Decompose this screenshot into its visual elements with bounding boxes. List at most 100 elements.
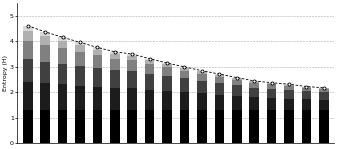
Bar <box>267 89 276 98</box>
Bar <box>302 88 311 91</box>
Bar <box>284 110 294 143</box>
Bar <box>145 59 154 60</box>
Bar <box>75 42 85 45</box>
Bar <box>110 52 120 54</box>
Bar <box>58 41 67 48</box>
Bar <box>197 74 207 81</box>
Bar <box>302 110 311 143</box>
Bar <box>180 67 189 68</box>
Bar <box>215 74 224 75</box>
Bar <box>75 86 85 110</box>
Bar <box>23 82 33 110</box>
Bar <box>75 52 85 66</box>
Bar <box>267 84 276 89</box>
Bar <box>249 83 259 88</box>
Bar <box>232 110 242 143</box>
Bar <box>180 92 189 110</box>
Bar <box>284 85 294 86</box>
Bar <box>93 49 102 55</box>
Bar <box>58 37 67 41</box>
Bar <box>215 75 224 77</box>
Bar <box>58 110 67 143</box>
Bar <box>197 71 207 72</box>
Bar <box>302 99 311 110</box>
Bar <box>40 110 50 143</box>
Bar <box>215 83 224 95</box>
Bar <box>197 93 207 110</box>
Bar <box>127 56 137 60</box>
Bar <box>40 45 50 62</box>
Bar <box>302 87 311 88</box>
Bar <box>215 77 224 83</box>
Bar <box>249 81 259 83</box>
Bar <box>197 110 207 143</box>
Bar <box>319 88 329 89</box>
Bar <box>40 62 50 83</box>
Bar <box>319 110 329 143</box>
Bar <box>232 85 242 96</box>
Bar <box>267 110 276 143</box>
Bar <box>127 110 137 143</box>
Bar <box>145 90 154 110</box>
Bar <box>162 110 172 143</box>
Bar <box>162 63 172 64</box>
Bar <box>58 64 67 84</box>
Bar <box>232 78 242 80</box>
Bar <box>127 71 137 88</box>
Bar <box>232 96 242 110</box>
Bar <box>249 110 259 143</box>
Bar <box>319 100 329 110</box>
Bar <box>215 95 224 110</box>
Bar <box>58 84 67 110</box>
Y-axis label: Entropy (H): Entropy (H) <box>3 55 8 91</box>
Bar <box>75 110 85 143</box>
Bar <box>284 86 294 90</box>
Bar <box>197 81 207 93</box>
Bar <box>93 87 102 110</box>
Bar <box>75 45 85 52</box>
Bar <box>249 88 259 97</box>
Bar <box>23 59 33 82</box>
Bar <box>162 91 172 110</box>
Bar <box>284 90 294 98</box>
Bar <box>58 48 67 64</box>
Bar <box>145 60 154 64</box>
Bar <box>284 98 294 110</box>
Bar <box>110 88 120 110</box>
Bar <box>40 83 50 110</box>
Bar <box>23 41 33 59</box>
Bar <box>197 72 207 74</box>
Bar <box>93 68 102 87</box>
Bar <box>23 31 33 41</box>
Bar <box>319 92 329 100</box>
Bar <box>180 71 189 78</box>
Bar <box>232 80 242 85</box>
Bar <box>127 60 137 71</box>
Bar <box>75 66 85 86</box>
Bar <box>162 76 172 91</box>
Bar <box>93 55 102 68</box>
Bar <box>93 110 102 143</box>
Bar <box>145 110 154 143</box>
Bar <box>267 83 276 84</box>
Bar <box>40 36 50 45</box>
Bar <box>127 54 137 56</box>
Bar <box>110 70 120 88</box>
Bar <box>127 88 137 110</box>
Bar <box>180 78 189 92</box>
Bar <box>267 98 276 110</box>
Bar <box>23 26 33 31</box>
Bar <box>162 67 172 76</box>
Bar <box>162 64 172 67</box>
Bar <box>284 84 294 85</box>
Bar <box>110 54 120 59</box>
Bar <box>319 89 329 92</box>
Bar <box>23 110 33 143</box>
Bar <box>145 74 154 90</box>
Bar <box>40 32 50 36</box>
Bar <box>93 48 102 49</box>
Bar <box>249 97 259 110</box>
Bar <box>180 68 189 71</box>
Bar <box>215 110 224 143</box>
Bar <box>180 110 189 143</box>
